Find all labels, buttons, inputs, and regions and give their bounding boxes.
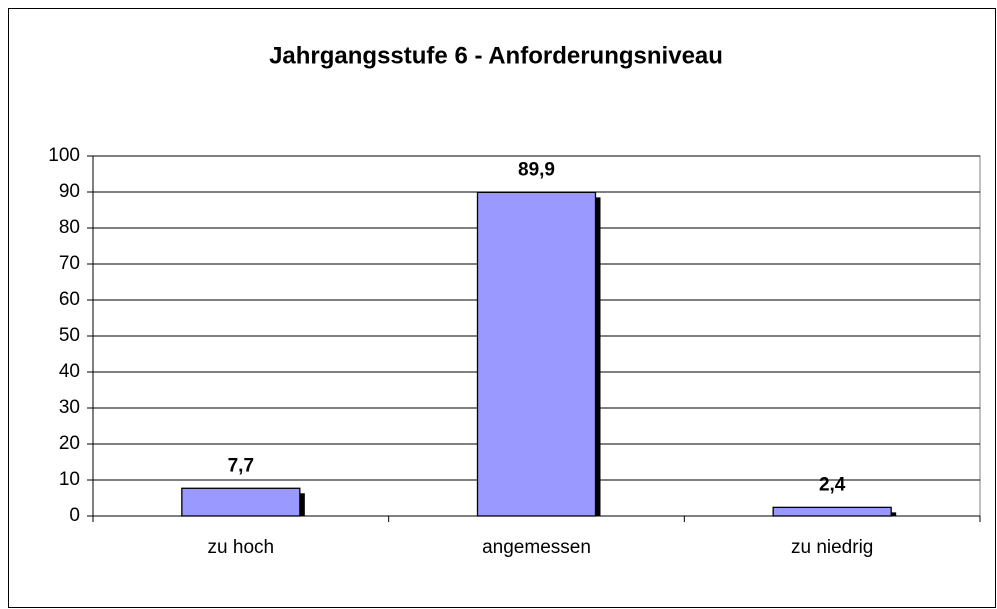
y-tick-label: 0 [69,505,80,526]
y-tick-label: 20 [59,433,80,454]
y-tick-label: 10 [59,469,80,490]
x-tick-label: angemessen [482,537,591,558]
bar [476,191,597,517]
y-tick-label: 70 [59,253,80,274]
chart-title: Jahrgangsstufe 6 - Anforderungsniveau [269,42,723,69]
value-label: 2,4 [819,474,846,495]
y-tick-label: 60 [59,289,80,310]
bar [181,487,301,517]
y-tick-label: 40 [59,361,80,382]
y-tick-label: 30 [59,397,80,418]
value-label: 89,9 [518,159,555,180]
bar [772,506,892,517]
x-tick-label: zu niedrig [791,537,873,558]
value-label: 7,7 [228,455,254,476]
y-tick-label: 90 [59,181,80,202]
y-tick-label: 100 [48,145,80,166]
y-tick-label: 80 [59,217,80,238]
x-tick-label: zu hoch [208,537,275,558]
y-tick-label: 50 [59,325,80,346]
